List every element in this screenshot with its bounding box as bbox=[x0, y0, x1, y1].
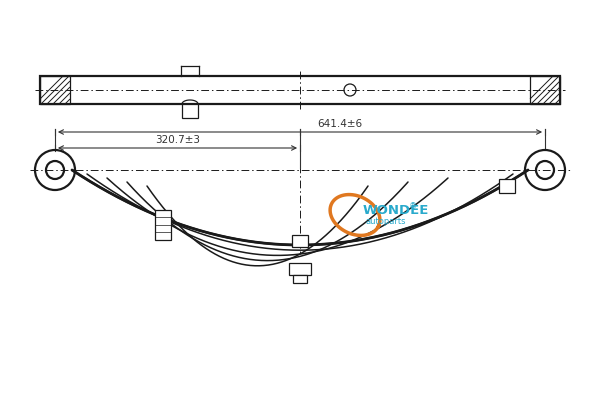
Bar bbox=[40, 76, 560, 104]
Bar bbox=[155, 210, 171, 240]
Bar bbox=[40, 76, 70, 104]
Bar bbox=[292, 235, 308, 247]
Text: WONDEE: WONDEE bbox=[363, 204, 430, 216]
Text: autoparts: autoparts bbox=[365, 218, 406, 226]
Text: 641.4±6: 641.4±6 bbox=[317, 119, 362, 129]
Bar bbox=[289, 263, 311, 275]
Bar bbox=[293, 275, 307, 283]
Bar bbox=[182, 104, 198, 118]
Text: 320.7±3: 320.7±3 bbox=[155, 135, 200, 145]
Bar bbox=[530, 76, 560, 104]
Text: ®: ® bbox=[409, 202, 417, 212]
Bar bbox=[499, 179, 515, 193]
